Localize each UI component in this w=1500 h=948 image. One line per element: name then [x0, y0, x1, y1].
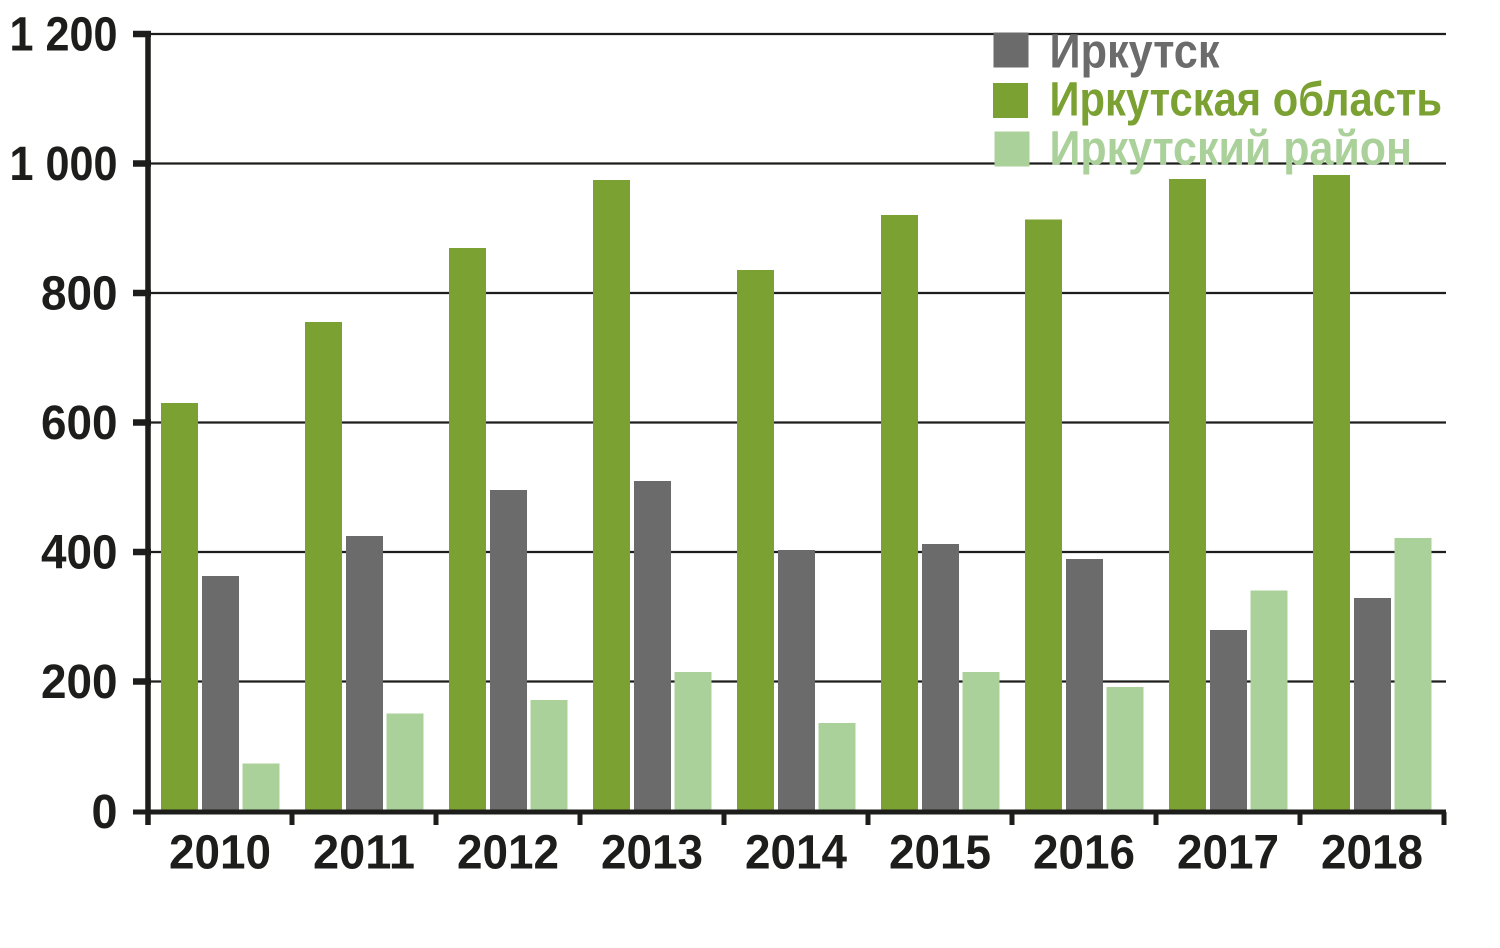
svg-text:Иркутская область: Иркутская область: [1050, 73, 1443, 127]
svg-text:2015: 2015: [889, 826, 991, 880]
svg-text:2010: 2010: [169, 826, 271, 880]
svg-text:Иркутск: Иркутск: [1050, 25, 1221, 79]
svg-text:Иркутский район: Иркутский район: [1050, 122, 1413, 176]
svg-text:2011: 2011: [313, 826, 415, 880]
svg-text:2012: 2012: [457, 826, 559, 880]
svg-text:1 000: 1 000: [10, 137, 118, 191]
svg-text:2014: 2014: [745, 826, 847, 880]
svg-text:800: 800: [41, 267, 118, 321]
svg-text:2016: 2016: [1033, 826, 1135, 880]
svg-text:400: 400: [41, 526, 118, 580]
svg-text:2018: 2018: [1321, 826, 1423, 880]
svg-text:2013: 2013: [601, 826, 703, 880]
svg-text:200: 200: [41, 655, 118, 709]
svg-text:2017: 2017: [1177, 826, 1279, 880]
svg-text:1 200: 1 200: [10, 8, 118, 62]
svg-text:0: 0: [92, 785, 118, 839]
svg-text:600: 600: [41, 396, 118, 450]
